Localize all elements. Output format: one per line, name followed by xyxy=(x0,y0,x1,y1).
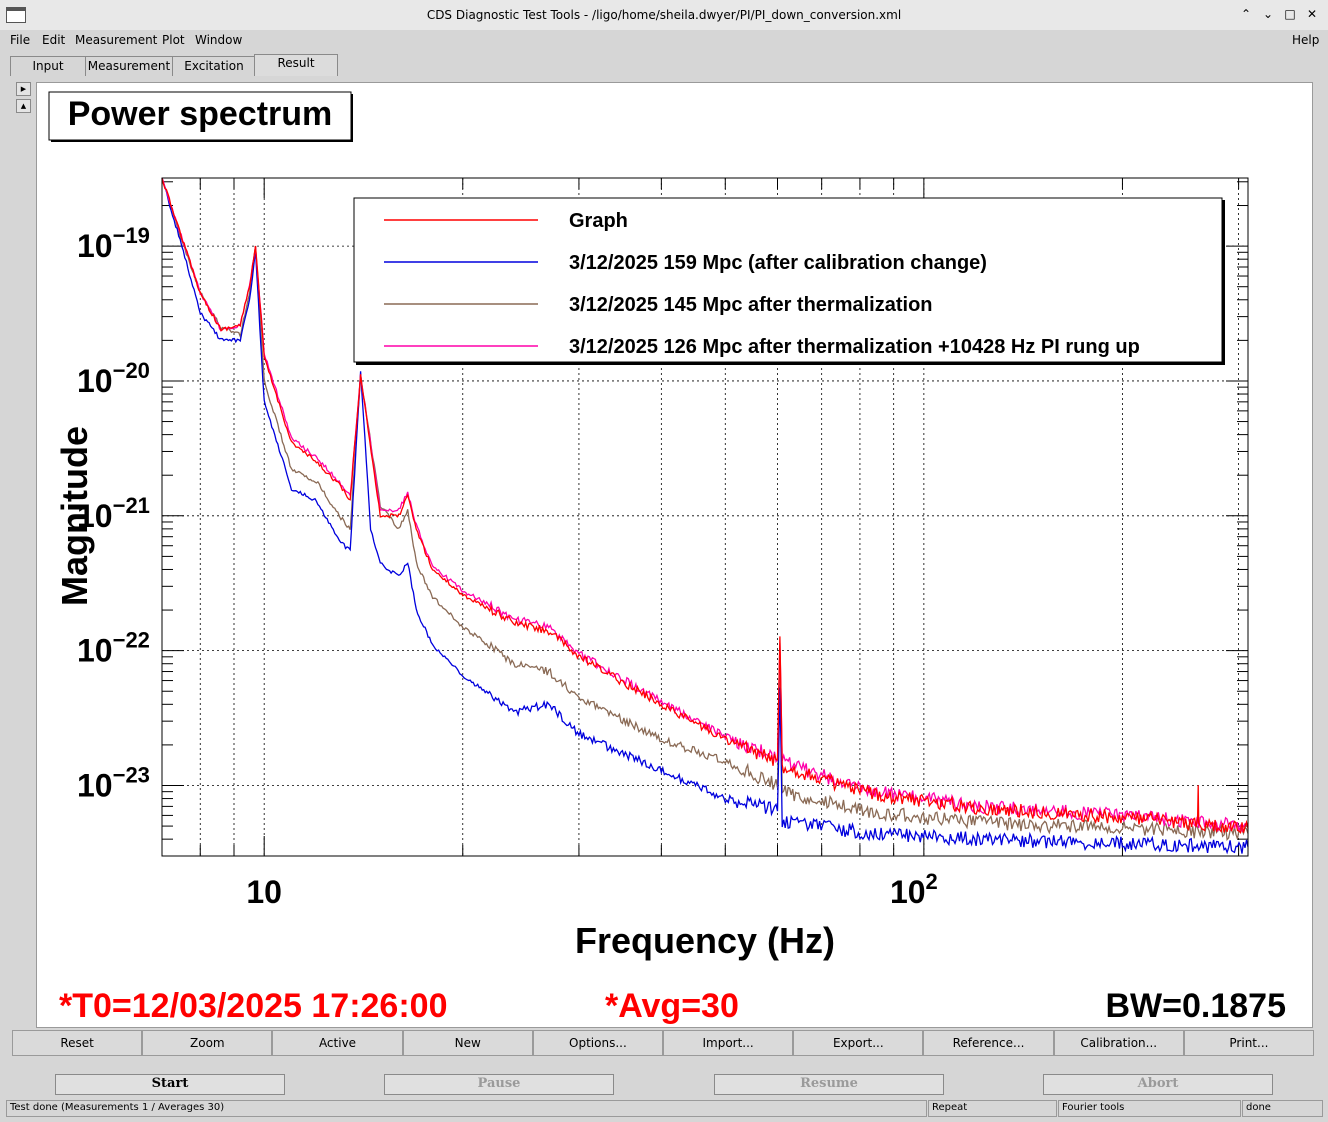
status-bar: Test done (Measurements 1 / Averages 30)… xyxy=(0,1100,1328,1122)
plot-grid xyxy=(161,178,1248,856)
window-titlebar: CDS Diagnostic Test Tools - /ligo/home/s… xyxy=(0,0,1328,31)
series-line xyxy=(161,177,1249,835)
menu-window[interactable]: Window xyxy=(195,33,243,47)
menu-help[interactable]: Help xyxy=(1292,33,1320,47)
menu-bar: File Edit Measurement Plot Window Help xyxy=(0,30,1328,50)
plot-canvas[interactable]: Power spectrum 10 102 10−19 10−20 10 −21 10−2… xyxy=(37,83,1312,1027)
y-tick-exponent: −20 xyxy=(113,358,150,383)
y-tick-exponent: −22 xyxy=(113,628,150,653)
plot-title-box xyxy=(48,91,352,141)
window-close-icon[interactable]: ✕ xyxy=(1306,7,1318,21)
zoom-button[interactable]: Zoom xyxy=(142,1030,273,1056)
legend-shadow-bottom xyxy=(356,362,1225,365)
abort-button[interactable]: Abort xyxy=(1043,1074,1273,1095)
plot-frame xyxy=(161,177,1249,857)
menu-measurement[interactable]: Measurement xyxy=(75,33,158,47)
plot-panel[interactable]: Power spectrum 10 102 10−19 10−20 10 −21 10−2… xyxy=(36,82,1313,1028)
active-button[interactable]: Active xyxy=(272,1030,403,1056)
menu-edit[interactable]: Edit xyxy=(42,33,66,47)
plot-series xyxy=(161,177,1249,855)
x-tick-label: 10 xyxy=(246,874,282,910)
y-tick-label: 10−22 xyxy=(77,628,150,669)
resume-button[interactable]: Resume xyxy=(714,1074,944,1095)
y-tick-label: 10−19 xyxy=(77,223,150,264)
tab-excitation[interactable]: Excitation xyxy=(172,56,256,76)
tab-bar: Input Measurement Excitation Result xyxy=(0,54,1328,76)
collapse-up-icon[interactable]: ▲ xyxy=(16,99,31,113)
t0-label: *T0=12/03/2025 17:26:00 xyxy=(59,987,447,1025)
status-state: done xyxy=(1242,1100,1323,1117)
legend: Graph 3/12/2025 159 Mpc (after calibratio… xyxy=(353,197,1225,365)
plot-title-shadow-bottom xyxy=(51,140,353,142)
legend-shadow-right xyxy=(1222,200,1225,364)
legend-label: 3/12/2025 159 Mpc (after calibration cha… xyxy=(569,252,987,274)
status-message: Test done (Measurements 1 / Averages 30) xyxy=(6,1100,927,1117)
legend-box xyxy=(353,197,1223,363)
tab-input[interactable]: Input xyxy=(10,56,86,76)
reset-button[interactable]: Reset xyxy=(12,1030,143,1056)
export-button[interactable]: Export... xyxy=(793,1030,924,1056)
reference-button[interactable]: Reference... xyxy=(923,1030,1054,1056)
x-tick-exponent: 2 xyxy=(926,869,938,894)
new-button[interactable]: New xyxy=(402,1030,533,1056)
window-maximize-icon[interactable]: □ xyxy=(1284,7,1296,21)
y-tick-exponent: −19 xyxy=(113,223,150,248)
start-button[interactable]: Start xyxy=(55,1074,285,1095)
y-tick-exponent: −21 xyxy=(113,493,150,518)
legend-label: Graph xyxy=(569,210,628,232)
bw-label: BW=0.1875 xyxy=(1106,987,1287,1025)
x-tick-label: 102 xyxy=(890,869,938,910)
window-title: CDS Diagnostic Test Tools - /ligo/home/s… xyxy=(426,8,902,22)
status-repeat: Repeat xyxy=(928,1100,1057,1117)
expand-right-icon[interactable]: ▶ xyxy=(16,82,31,96)
calibration-button[interactable]: Calibration... xyxy=(1053,1030,1184,1056)
pause-button[interactable]: Pause xyxy=(384,1074,614,1095)
plot-title-shadow xyxy=(351,94,353,142)
plot-toolbar: Reset Zoom Active New Options... Import.… xyxy=(12,1030,1315,1056)
x-axis-label: Frequency (Hz) xyxy=(575,920,835,961)
menu-plot[interactable]: Plot xyxy=(162,33,185,47)
y-axis-label: Magnitude xyxy=(54,426,95,606)
tab-result[interactable]: Result xyxy=(254,54,338,76)
tab-measurement[interactable]: Measurement xyxy=(85,56,173,76)
legend-label: 3/12/2025 126 Mpc after thermalization +… xyxy=(569,336,1140,358)
y-tick-label: 10−20 xyxy=(77,358,150,399)
series-line xyxy=(161,177,1249,855)
plot-title: Power spectrum xyxy=(68,95,333,133)
window-minimize-icon[interactable]: ⌄ xyxy=(1262,7,1274,21)
y-tick-exponent: −23 xyxy=(113,762,150,787)
series-line xyxy=(161,177,1249,841)
y-tick-label: 10−23 xyxy=(77,762,150,803)
window-shade-icon[interactable]: ⌃ xyxy=(1240,7,1252,21)
status-fourier-tools: Fourier tools xyxy=(1058,1100,1241,1117)
legend-label: 3/12/2025 145 Mpc after thermalization xyxy=(569,294,933,316)
plot-ticks xyxy=(161,178,1248,856)
app-icon xyxy=(6,7,26,23)
options-button[interactable]: Options... xyxy=(532,1030,664,1056)
x-tick-labels: 10 102 xyxy=(246,869,937,910)
print-button[interactable]: Print... xyxy=(1183,1030,1315,1056)
menu-file[interactable]: File xyxy=(10,33,31,47)
avg-label: *Avg=30 xyxy=(605,987,739,1025)
import-button[interactable]: Import... xyxy=(663,1030,794,1056)
